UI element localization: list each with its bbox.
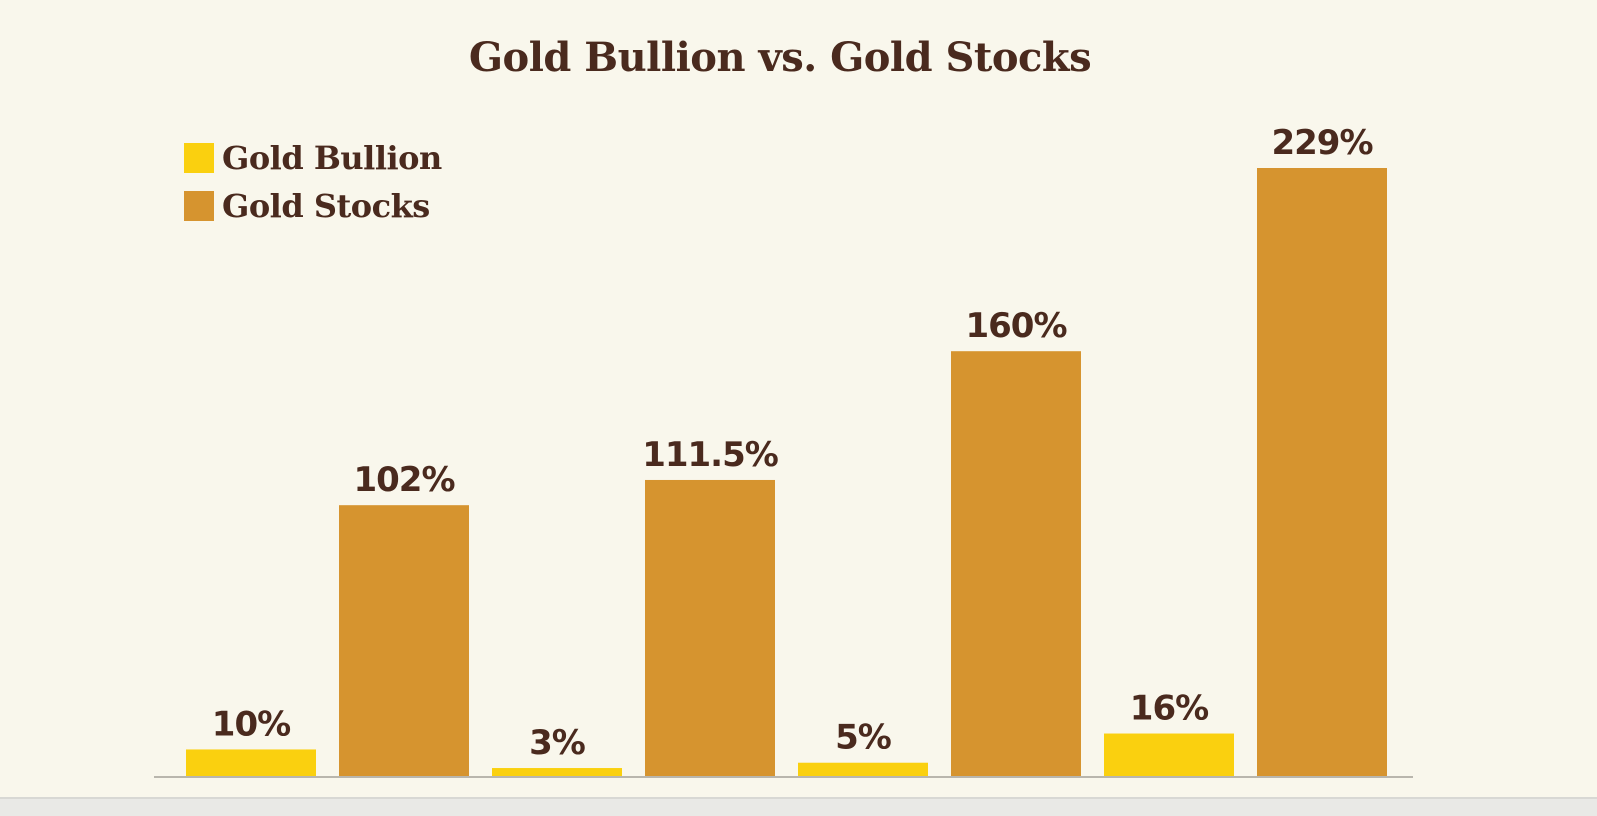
data-label-gold-bullion-1: 10% [212, 704, 290, 744]
data-label-gold-bullion-3: 5% [835, 718, 891, 758]
legend-swatch-gold-bullion [184, 143, 214, 173]
bar-gold-bullion-4 [1104, 733, 1234, 776]
bar-gold-stocks-2 [645, 479, 775, 776]
bar-gold-stocks-3 [951, 351, 1081, 776]
chart-title: Gold Bullion vs. Gold Stocks [468, 34, 1092, 81]
bar-gold-bullion-2 [492, 768, 622, 776]
bar-gold-stocks-1 [339, 505, 469, 776]
legend-item-gold-stocks: Gold Stocks [184, 182, 442, 230]
data-label-gold-bullion-2: 3% [529, 723, 585, 763]
bottom-strip [0, 797, 1597, 816]
data-label-gold-stocks-2: 111.5% [642, 435, 778, 475]
legend-label-gold-bullion: Gold Bullion [222, 139, 442, 177]
data-label-gold-stocks-4: 229% [1271, 123, 1372, 163]
bar-gold-bullion-3 [798, 762, 928, 776]
data-label-gold-bullion-4: 16% [1130, 689, 1208, 729]
bar-gold-stocks-4 [1257, 168, 1387, 776]
data-label-gold-stocks-1: 102% [353, 460, 454, 500]
bar-gold-bullion-1 [186, 749, 316, 776]
legend-swatch-gold-stocks [184, 191, 214, 221]
data-label-gold-stocks-3: 160% [965, 306, 1066, 346]
legend: Gold Bullion Gold Stocks [184, 134, 442, 230]
legend-label-gold-stocks: Gold Stocks [222, 187, 430, 225]
legend-item-gold-bullion: Gold Bullion [184, 134, 442, 182]
